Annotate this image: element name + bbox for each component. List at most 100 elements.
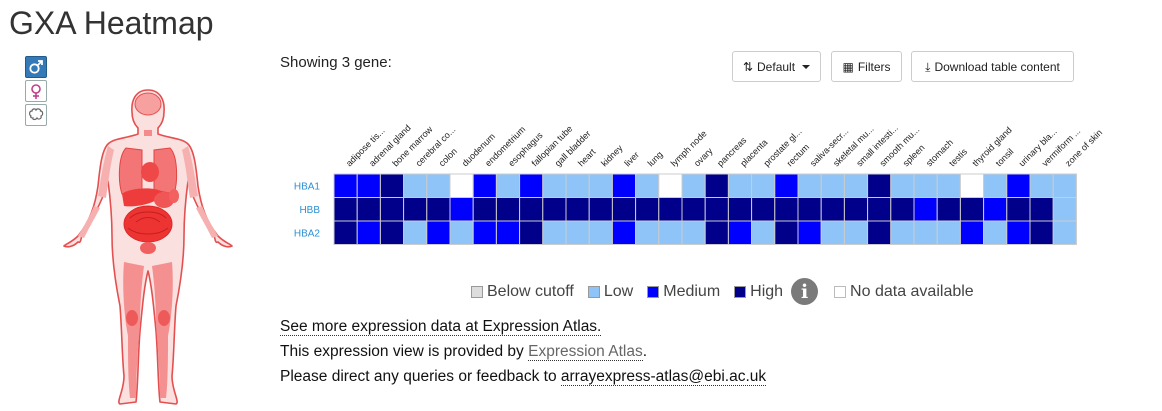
heatmap-cell[interactable] (379, 220, 405, 245)
filters-button[interactable]: ▦ Filters (831, 51, 902, 82)
heatmap-cell[interactable] (913, 197, 938, 222)
heatmap-cell[interactable] (936, 197, 961, 222)
info-icon[interactable]: i (791, 278, 819, 305)
heatmap-cell[interactable] (333, 173, 358, 198)
heatmap-cell[interactable] (472, 197, 497, 222)
heatmap-cell[interactable] (890, 220, 915, 245)
heatmap-cell[interactable] (704, 173, 729, 198)
heatmap-cell[interactable] (774, 197, 799, 222)
heatmap-cell[interactable] (890, 173, 915, 198)
heatmap-cell[interactable] (658, 197, 683, 222)
heatmap-cell[interactable] (542, 197, 567, 222)
gene-label[interactable]: HBA1 (294, 181, 321, 192)
heatmap-cell[interactable] (449, 197, 474, 222)
heatmap-cell[interactable] (797, 197, 822, 222)
heatmap-cell[interactable] (1052, 197, 1077, 222)
heatmap-cell[interactable] (959, 197, 985, 222)
heatmap-cell[interactable] (426, 197, 451, 222)
heatmap-cell[interactable] (751, 197, 776, 222)
heatmap-cell[interactable] (704, 220, 729, 245)
heatmap-cell[interactable] (588, 220, 613, 245)
heatmap-cell[interactable] (774, 173, 799, 198)
heatmap-cell[interactable] (611, 173, 637, 198)
heatmap-cell[interactable] (565, 197, 590, 222)
heatmap-cell[interactable] (1029, 220, 1054, 245)
heatmap-cell[interactable] (681, 220, 706, 245)
heatmap-cell[interactable] (1006, 220, 1031, 245)
heatmap-cell[interactable] (1006, 173, 1031, 198)
heatmap-cell[interactable] (403, 197, 428, 222)
heatmap-cell[interactable] (797, 173, 822, 198)
heatmap-cell[interactable] (936, 173, 961, 198)
download-table-button[interactable]: ⤓ Download table content (911, 51, 1074, 82)
heatmap-cell[interactable] (519, 197, 544, 222)
heatmap-cell[interactable] (495, 197, 521, 222)
heatmap-cell[interactable] (333, 220, 358, 245)
heatmap-cell[interactable] (797, 220, 822, 245)
heatmap-cell[interactable] (635, 173, 660, 198)
heatmap-cell[interactable] (727, 173, 753, 198)
heatmap-cell[interactable] (936, 220, 961, 245)
heatmap-cell[interactable] (820, 173, 845, 198)
heatmap-cell[interactable] (704, 197, 729, 222)
heatmap-cell[interactable] (472, 220, 497, 245)
heatmap-cell[interactable] (867, 197, 892, 222)
heatmap-cell[interactable] (843, 173, 869, 198)
heatmap-cell[interactable] (495, 220, 521, 245)
heatmap-cell[interactable] (959, 173, 985, 198)
heatmap-cell[interactable] (843, 197, 869, 222)
heatmap-cell[interactable] (774, 220, 799, 245)
male-anatomy-button[interactable] (25, 56, 47, 78)
heatmap-cell[interactable] (635, 197, 660, 222)
heatmap-cell[interactable] (867, 173, 892, 198)
female-anatomy-button[interactable] (25, 80, 47, 102)
heatmap-cell[interactable] (542, 220, 567, 245)
heatmap-cell[interactable] (635, 220, 660, 245)
heatmap-cell[interactable] (959, 220, 985, 245)
see-more-atlas-link[interactable]: See more expression data at Expression A… (280, 318, 602, 336)
heatmap-cell[interactable] (449, 173, 474, 198)
heatmap-cell[interactable] (542, 173, 567, 198)
heatmap-cell[interactable] (913, 220, 938, 245)
heatmap-cell[interactable] (588, 173, 613, 198)
gene-label[interactable]: HBB (299, 205, 320, 216)
heatmap-cell[interactable] (565, 220, 590, 245)
gene-label[interactable]: HBA2 (294, 228, 321, 239)
heatmap-cell[interactable] (403, 220, 428, 245)
heatmap-cell[interactable] (356, 173, 381, 198)
heatmap-cell[interactable] (727, 220, 753, 245)
heatmap-cell[interactable] (751, 220, 776, 245)
brain-anatomy-button[interactable] (25, 104, 47, 126)
heatmap-cell[interactable] (681, 173, 706, 198)
heatmap-cell[interactable] (820, 220, 845, 245)
heatmap-cell[interactable] (403, 173, 428, 198)
heatmap-cell[interactable] (379, 173, 405, 198)
heatmap-cell[interactable] (426, 220, 451, 245)
heatmap-cell[interactable] (867, 220, 892, 245)
heatmap-cell[interactable] (890, 197, 915, 222)
contact-email-link[interactable]: arrayexpress-atlas@ebi.ac.uk (560, 368, 767, 386)
heatmap-cell[interactable] (1052, 173, 1077, 198)
heatmap-cell[interactable] (565, 173, 590, 198)
heatmap-cell[interactable] (426, 173, 451, 198)
heatmap-cell[interactable] (611, 220, 637, 245)
heatmap-cell[interactable] (983, 197, 1008, 222)
heatmap-cell[interactable] (658, 173, 683, 198)
heatmap-cell[interactable] (472, 173, 497, 198)
heatmap-cell[interactable] (727, 197, 753, 222)
heatmap-cell[interactable] (1029, 197, 1054, 222)
expression-atlas-link[interactable]: Expression Atlas (528, 343, 643, 361)
heatmap-cell[interactable] (588, 197, 613, 222)
heatmap-cell[interactable] (495, 173, 521, 198)
heatmap-cell[interactable] (333, 197, 358, 222)
heatmap-cell[interactable] (356, 220, 381, 245)
heatmap-cell[interactable] (658, 220, 683, 245)
heatmap-cell[interactable] (983, 220, 1008, 245)
heatmap-cell[interactable] (611, 197, 637, 222)
heatmap-cell[interactable] (843, 220, 869, 245)
heatmap-cell[interactable] (1006, 197, 1031, 222)
heatmap-cell[interactable] (1029, 173, 1054, 198)
heatmap-cell[interactable] (519, 173, 544, 198)
heatmap-cell[interactable] (751, 173, 776, 198)
heatmap-cell[interactable] (356, 197, 381, 222)
